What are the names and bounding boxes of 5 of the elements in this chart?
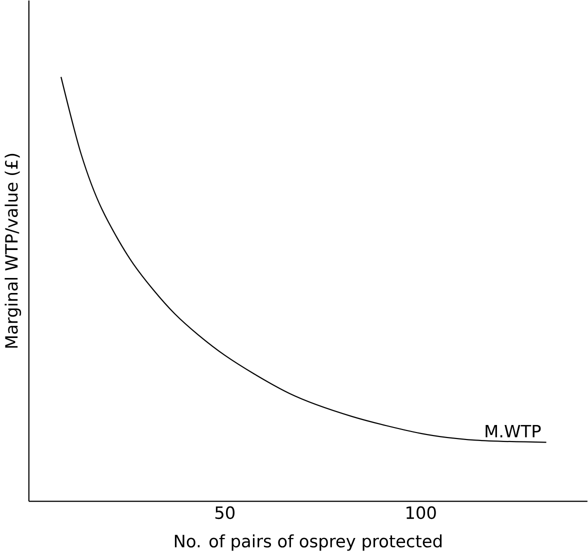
y-axis-title: Marginal WTP/value (£) xyxy=(4,154,22,348)
annotation: M.WTP xyxy=(486,424,541,438)
x-tick-label: 50 xyxy=(215,506,235,519)
x-axis-title: No. of pairs of osprey protected xyxy=(174,534,442,551)
x-tick-label: 100 xyxy=(406,506,436,519)
